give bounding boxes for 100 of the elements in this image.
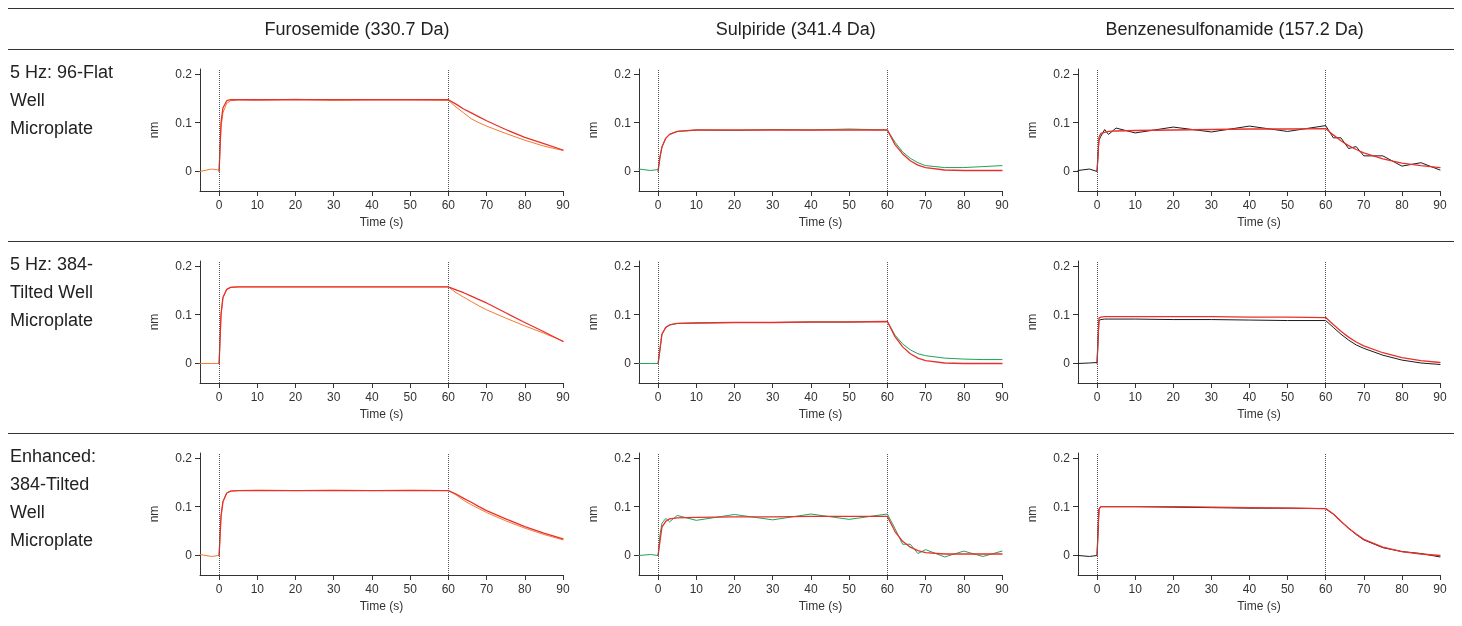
- x-tick-label: 40: [364, 389, 379, 404]
- y-axis-title: nm: [146, 121, 161, 138]
- x-tick-label: 90: [555, 581, 570, 596]
- y-tick-label: 0.1: [1052, 115, 1070, 130]
- y-axis-title: nm: [585, 313, 600, 330]
- x-tick-label: 60: [441, 197, 455, 212]
- y-tick-label: 0.1: [174, 499, 192, 514]
- x-tick-label: 0: [654, 197, 662, 212]
- y-tick-label: 0: [623, 355, 631, 370]
- y-tick-label: 0: [184, 355, 192, 370]
- x-tick-label: 90: [1432, 389, 1447, 404]
- x-tick-label: 50: [1280, 581, 1295, 596]
- y-tick-label: 0: [184, 547, 192, 562]
- x-tick-label: 20: [727, 389, 742, 404]
- x-tick-label: 10: [250, 389, 264, 404]
- y-tick-label: 0.2: [174, 66, 192, 81]
- x-tick-label: 0: [654, 389, 662, 404]
- y-tick-label: 0: [1062, 547, 1070, 562]
- y-tick-label: 0.1: [613, 307, 631, 322]
- y-tick-label: 0.2: [174, 258, 192, 273]
- y-tick-label: 0.2: [174, 450, 192, 465]
- x-tick-label: 40: [803, 581, 818, 596]
- x-tick-label: 10: [689, 389, 703, 404]
- text: 5 Hz: 96-Flat Well Microplate: [10, 61, 115, 140]
- x-tick-label: 60: [1318, 197, 1333, 212]
- x-axis-title: Time (s): [798, 406, 842, 421]
- x-tick-label: 40: [364, 197, 379, 212]
- y-tick-label: 0.1: [174, 307, 192, 322]
- x-tick-label: 80: [1394, 389, 1409, 404]
- x-tick-label: 70: [1356, 389, 1371, 404]
- x-tick-label: 20: [288, 197, 303, 212]
- y-axis-title: nm: [1024, 505, 1039, 522]
- x-tick-label: 10: [250, 197, 264, 212]
- x-tick-label: 60: [880, 389, 894, 404]
- x-tick-label: 70: [918, 197, 933, 212]
- x-tick-label: 0: [1093, 197, 1101, 212]
- y-tick-label: 0: [1062, 355, 1070, 370]
- x-tick-label: 0: [215, 197, 223, 212]
- x-tick-label: 80: [517, 197, 532, 212]
- x-tick-label: 70: [918, 581, 933, 596]
- x-tick-label: 90: [1432, 581, 1447, 596]
- y-tick-label: 0.1: [1052, 307, 1070, 322]
- x-tick-label: 80: [956, 197, 971, 212]
- x-tick-label: 0: [215, 581, 223, 596]
- x-tick-label: 30: [326, 389, 341, 404]
- x-tick-label: 30: [1204, 581, 1218, 596]
- x-tick-label: 70: [479, 581, 494, 596]
- y-axis-title: nm: [146, 505, 161, 522]
- x-tick-label: 80: [956, 389, 971, 404]
- y-tick-label: 0.2: [613, 450, 631, 465]
- x-tick-label: 30: [326, 197, 341, 212]
- chart-title: Furosemide (330.7 Da): [264, 18, 450, 39]
- x-tick-label: 0: [215, 389, 223, 404]
- y-tick-label: 0.1: [613, 115, 631, 130]
- x-tick-label: 80: [1394, 581, 1409, 596]
- x-tick-label: 20: [727, 197, 742, 212]
- x-tick-label: 50: [403, 197, 417, 212]
- x-tick-label: 40: [364, 581, 379, 596]
- y-tick-label: 0.2: [1052, 450, 1070, 465]
- x-tick-label: 40: [803, 389, 818, 404]
- x-tick-label: 80: [1394, 197, 1409, 212]
- x-tick-label: 90: [555, 389, 570, 404]
- x-tick-label: 70: [918, 389, 933, 404]
- x-tick-label: 80: [517, 581, 532, 596]
- y-tick-label: 0: [623, 163, 631, 178]
- y-axis-title: nm: [1024, 313, 1039, 330]
- y-axis-title: nm: [585, 505, 600, 522]
- x-tick-label: 60: [880, 581, 894, 596]
- x-tick-label: 30: [765, 389, 780, 404]
- x-axis-title: Time (s): [359, 598, 403, 613]
- x-tick-label: 20: [1166, 389, 1180, 404]
- x-tick-label: 70: [479, 197, 494, 212]
- x-tick-label: 0: [1093, 581, 1101, 596]
- y-axis-title: nm: [1024, 121, 1039, 138]
- x-tick-label: 70: [1356, 197, 1371, 212]
- x-tick-label: 10: [689, 581, 703, 596]
- y-tick-label: 0: [623, 547, 631, 562]
- x-tick-label: 50: [842, 389, 856, 404]
- chart-title: Benzenesulfonamide (157.2 Da): [1105, 18, 1364, 39]
- x-tick-label: 20: [1166, 581, 1180, 596]
- x-tick-label: 30: [1204, 197, 1218, 212]
- x-tick-label: 40: [1242, 389, 1257, 404]
- chart-title: Sulpiride (341.4 Da): [715, 18, 876, 39]
- x-tick-label: 30: [765, 581, 780, 596]
- x-axis-title: Time (s): [359, 406, 403, 421]
- x-tick-label: 10: [250, 581, 264, 596]
- x-tick-label: 0: [1093, 389, 1101, 404]
- text: 5 Hz: 384-Tilted Well Microplate: [10, 253, 95, 332]
- x-tick-label: 90: [994, 581, 1009, 596]
- x-tick-label: 50: [403, 389, 417, 404]
- x-tick-label: 50: [1280, 389, 1295, 404]
- x-tick-label: 20: [727, 581, 742, 596]
- x-tick-label: 10: [689, 197, 703, 212]
- y-tick-label: 0: [184, 163, 192, 178]
- x-tick-label: 80: [956, 581, 971, 596]
- y-tick-label: 0.2: [613, 66, 631, 81]
- y-tick-label: 0.2: [1052, 66, 1070, 81]
- y-tick-label: 0.2: [1052, 258, 1070, 273]
- y-tick-label: 0: [1062, 163, 1070, 178]
- x-tick-label: 30: [1204, 389, 1218, 404]
